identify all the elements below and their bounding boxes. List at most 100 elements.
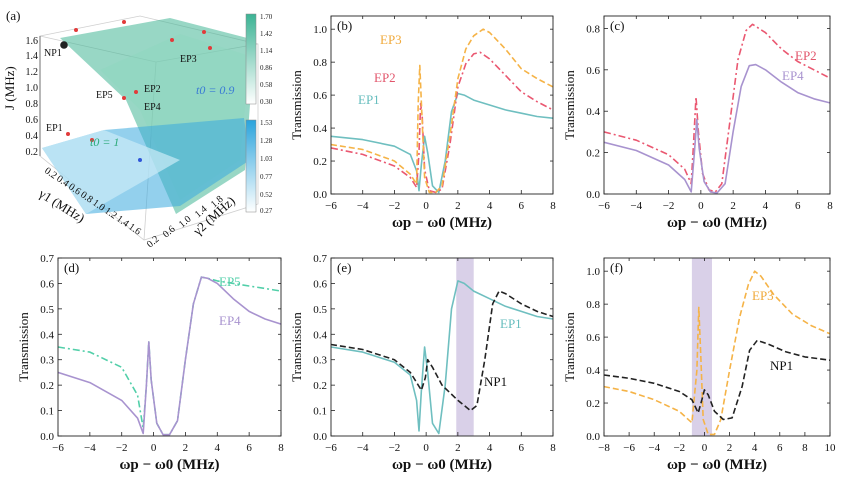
panel-c-plot: −6 −4 −2 0 2 4 6 8 0.0 0.2 0.4 0.6 0.8 ωp − ω0 (MHz) T… [562, 15, 833, 231]
x-axis-label: ωp − ω0 (MHz) [392, 457, 492, 473]
x-tick-label: 0 [702, 442, 708, 454]
y-axis-label: Transmission [16, 312, 31, 382]
y-tick-label: 0.3 [313, 355, 327, 367]
x-tick-label: −6 [325, 442, 337, 454]
label-t0-0.9: t0 = 0.9 [196, 83, 234, 97]
svg-text:1.70: 1.70 [260, 13, 273, 21]
panel-label: (d) [64, 260, 79, 275]
series-np1 [604, 339, 830, 421]
series-label-ep1: EP1 [500, 316, 522, 331]
y-tick-label: 0.2 [313, 380, 327, 392]
y-tick-label: 0.1 [40, 406, 54, 418]
series-label-ep1: EP1 [358, 92, 380, 107]
x-tick-label: 8 [278, 442, 284, 454]
y-tick-label: 0.6 [40, 278, 54, 290]
x-tick-label: 8 [802, 442, 808, 454]
y-tick-label: 0.5 [40, 304, 54, 316]
panel-f-plot: −8 −6 −4 −2 0 2 4 6 8 10 0.0 0.2 0.4 0.6 0.8 1.0 ωp − ω0… [562, 257, 836, 473]
svg-text:0.52: 0.52 [260, 191, 273, 199]
svg-text:1.14: 1.14 [260, 47, 273, 55]
svg-text:0.77: 0.77 [260, 173, 273, 181]
x-axis-label: ωp − ω0 (MHz) [392, 215, 492, 231]
x-tick-label: 4 [763, 200, 769, 212]
line-panels: −6 −4 −2 0 2 4 6 8 0.0 0.2 0.4 0.6 0.8 1.0 ωp − ω0 (MH… [16, 15, 836, 473]
y-axis-label: Transmission [289, 312, 304, 382]
label-t0-1: t0 = 1 [90, 135, 119, 149]
x-tick-label: 0 [151, 442, 157, 454]
label-ep3: EP3 [180, 54, 197, 65]
y-tick-label: 0.3 [40, 355, 54, 367]
y-tick-label: 0.7 [40, 253, 54, 265]
colorbar-top [245, 13, 257, 105]
series-label-ep5: EP5 [219, 274, 241, 289]
x-tick-label: −6 [598, 200, 610, 212]
x-tick-label: 2 [455, 442, 461, 454]
z-tick: 0.6 [26, 115, 39, 126]
z-tick: 1.2 [26, 67, 39, 78]
label-np1: NP1 [44, 48, 62, 59]
y-tick-label: 0.2 [40, 380, 54, 392]
shaded-region [691, 258, 712, 436]
x-tick-label: 0 [423, 200, 429, 212]
x-tick-label: −2 [389, 442, 401, 454]
series-ep4 [58, 276, 281, 436]
panel-a-label: (a) [6, 8, 20, 23]
svg-text:0.27: 0.27 [260, 207, 273, 215]
y-tick-label: 0.4 [313, 123, 327, 135]
y-tick-label: 0.6 [313, 90, 327, 102]
series-label-np1: NP1 [770, 358, 793, 373]
z-tick: 0.2 [26, 147, 39, 158]
z-tick: 1.0 [26, 83, 39, 94]
y-axis-label: Transmission [562, 312, 577, 382]
series-ep2 [604, 23, 830, 193]
series-label-ep2: EP2 [374, 70, 396, 85]
x-tick-label: −6 [623, 442, 635, 454]
y-tick-label: 0.6 [586, 332, 600, 344]
y-tick-label: 0.0 [313, 431, 327, 443]
y-tick-label: 1.0 [313, 24, 327, 36]
x-tick-label: 0 [698, 200, 704, 212]
series-ep5 [58, 276, 281, 436]
shaded-region [456, 258, 474, 436]
y-tick-label: 0.6 [586, 65, 600, 77]
series-ep3 [331, 28, 553, 194]
y-tick-label: 0.1 [313, 406, 327, 418]
plot-frame [603, 257, 831, 437]
z-tick: 0.8 [26, 99, 39, 110]
x-tick-label: 8 [550, 200, 556, 212]
z-tick: 0.4 [26, 131, 39, 142]
panel-label: (e) [337, 260, 351, 275]
y-axis-label: Transmission [562, 70, 577, 140]
label-ep1: EP1 [46, 123, 63, 134]
panel-a-3d-surface: (a) 1.6 1.4 1.2 1.0 0.8 0.6 0.4 0.2 J (M… [2, 8, 273, 250]
x-tick-label: 6 [777, 442, 783, 454]
x-axis-label: ωp − ω0 (MHz) [667, 215, 767, 231]
x-tick-label: −2 [389, 200, 401, 212]
x-tick-label: −2 [116, 442, 128, 454]
svg-text:0.58: 0.58 [260, 81, 273, 89]
x-tick-label: −4 [630, 200, 642, 212]
y-tick: 0.2 [145, 234, 162, 250]
x-axis-label: ωp − ω0 (MHz) [119, 457, 219, 473]
series-label-ep4: EP4 [219, 313, 241, 328]
y-tick-label: 0.0 [586, 431, 600, 443]
y-tick-label: 0.4 [313, 329, 327, 341]
x-tick-label: 2 [727, 442, 733, 454]
svg-text:1.42: 1.42 [260, 30, 273, 38]
panel-d-plot: −6 −4 −2 0 2 4 6 8 0.0 0.1 0.2 0.3 0.4 0.5 0.6 0.7 ωp − … [16, 253, 284, 473]
y-tick-label: 1.0 [586, 266, 600, 278]
z-tick: 1.4 [26, 51, 39, 62]
x-tick-label: 2 [183, 442, 189, 454]
x-tick-label: 6 [246, 442, 252, 454]
x-tick-label: −2 [673, 442, 685, 454]
y-tick-label: 0.6 [313, 278, 327, 290]
x-tick-label: 0 [423, 442, 429, 454]
y-tick-label: 0.4 [586, 106, 600, 118]
x-axis-label: ωp − ω0 (MHz) [667, 457, 767, 473]
x-tick-label: 4 [752, 442, 758, 454]
point-np1 [60, 41, 68, 49]
x-tick-label: 6 [519, 200, 525, 212]
colorbar-bottom [245, 119, 257, 213]
series-ep3 [604, 270, 830, 436]
y-tick-label: 0.0 [40, 431, 54, 443]
